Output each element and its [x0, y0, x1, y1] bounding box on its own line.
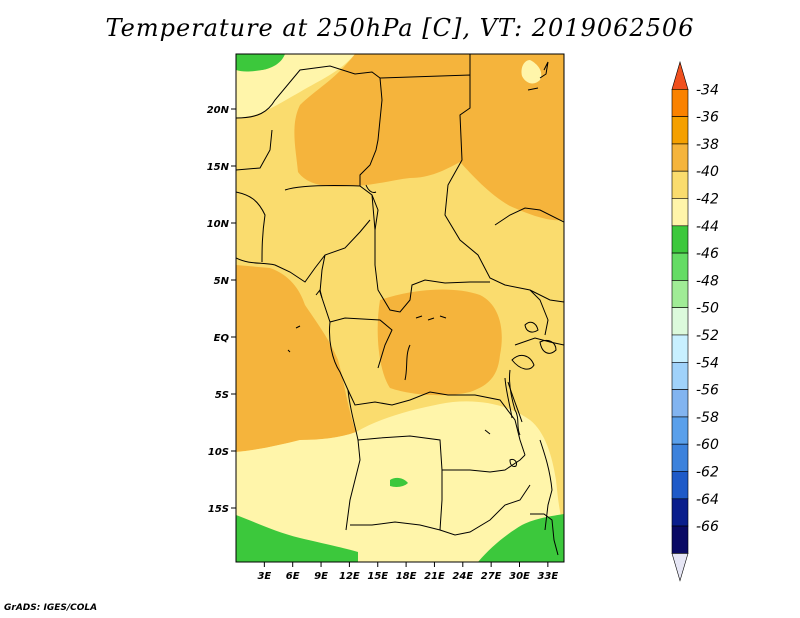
- colorbar-level-label: -60: [696, 437, 719, 453]
- lakes-and-coast-details: [287, 61, 559, 556]
- lon-tick-label: 30E: [509, 571, 530, 582]
- colorbar-swatch: [671, 89, 689, 117]
- lon-tick-label: 33E: [537, 571, 558, 582]
- colorbar-swatch: [671, 252, 689, 281]
- colorbar: -34 -36 -38 -40 -42 -44 -46 -48 -50 -52 -54 -56 -58 -…: [671, 60, 719, 582]
- latitude-axis: 20N 15N 10N 5N EQ 5S 10S 15S: [207, 105, 236, 515]
- colorbar-level-label: -34: [696, 82, 719, 98]
- colorbar-swatch: [671, 498, 689, 527]
- lat-tick-label: 5S: [215, 390, 229, 401]
- colorbar-level-label: -58: [696, 410, 719, 426]
- lon-tick-label: 6E: [286, 571, 300, 582]
- colorbar-swatch: [671, 198, 689, 227]
- colorbar-swatch: [671, 525, 689, 554]
- colorbar-level-label: -66: [696, 519, 719, 535]
- colorbar-level-label: -42: [696, 192, 719, 208]
- colorbar-level-label: -48: [696, 273, 719, 289]
- colorbar-level-label: -46: [696, 246, 719, 262]
- colorbar-swatch: [671, 307, 689, 336]
- lon-tick-label: 3E: [257, 571, 271, 582]
- colorbar-swatch: [671, 60, 689, 90]
- grads-credit: GrADS: IGES/COLA: [4, 603, 98, 613]
- colorbar-level-label: -62: [696, 465, 719, 481]
- field-minus42-northwest-region: [236, 54, 355, 118]
- lat-tick-label: EQ: [214, 333, 230, 344]
- field-minus38-north-region: [294, 54, 564, 221]
- plot-title: Temperature at 250hPa [C], VT: 201906250…: [105, 14, 695, 42]
- colorbar-swatch: [671, 471, 689, 500]
- colorbar-swatch: [671, 116, 689, 145]
- colorbar-level-label: -64: [696, 492, 719, 508]
- colorbar-swatch: [671, 143, 689, 172]
- colorbar-swatch: [671, 280, 689, 308]
- colorbar-level-label: -36: [696, 110, 719, 126]
- temperature-field: [236, 54, 564, 562]
- colorbar-level-label: -44: [696, 219, 719, 235]
- colorbar-swatch: [671, 389, 689, 418]
- longitude-axis: 3E 6E 9E 12E 15E 18E 21E 24E 27E 30E 33E: [257, 562, 558, 582]
- field-minus42-northeast-patch: [521, 60, 542, 84]
- colorbar-level-label: -50: [696, 301, 719, 317]
- lon-tick-label: 27E: [481, 571, 502, 582]
- colorbar-swatch: [671, 553, 689, 582]
- colorbar-level-label: -52: [696, 328, 719, 344]
- colorbar-level-label: -54: [696, 355, 719, 371]
- colorbar-level-label: -40: [696, 164, 719, 180]
- field-minus44-northwest-patch: [236, 54, 285, 72]
- colorbar-swatch: [671, 225, 689, 254]
- colorbar-swatch: [671, 362, 689, 390]
- field-minus44-central-patch: [390, 477, 408, 487]
- country-borders: [236, 54, 564, 536]
- colorbar-level-label: -38: [696, 137, 719, 153]
- colorbar-swatch: [671, 334, 689, 363]
- lat-tick-label: 5N: [214, 276, 230, 287]
- lon-tick-label: 21E: [424, 571, 445, 582]
- lat-tick-label: 15S: [208, 504, 229, 515]
- map-frame: [235, 53, 565, 563]
- field-minus38-central-region: [377, 289, 502, 396]
- colorbar-level-label: -56: [696, 383, 719, 399]
- lon-tick-label: 18E: [396, 571, 417, 582]
- field-minus38-west-region: [236, 265, 356, 452]
- lon-tick-label: 15E: [367, 571, 388, 582]
- field-minus44-southeast-region: [478, 514, 564, 562]
- lat-tick-label: 10S: [208, 447, 229, 458]
- lon-tick-label: 12E: [339, 571, 360, 582]
- colorbar-swatch: [671, 416, 689, 445]
- lon-tick-label: 24E: [452, 571, 473, 582]
- lon-tick-label: 9E: [314, 571, 328, 582]
- colorbar-swatch: [671, 170, 689, 199]
- field-minus44-southwest-region: [236, 515, 358, 562]
- colorbar-swatch: [671, 443, 689, 472]
- lat-tick-label: 20N: [207, 105, 230, 116]
- lat-tick-label: 15N: [207, 162, 230, 173]
- lat-tick-label: 10N: [207, 219, 230, 230]
